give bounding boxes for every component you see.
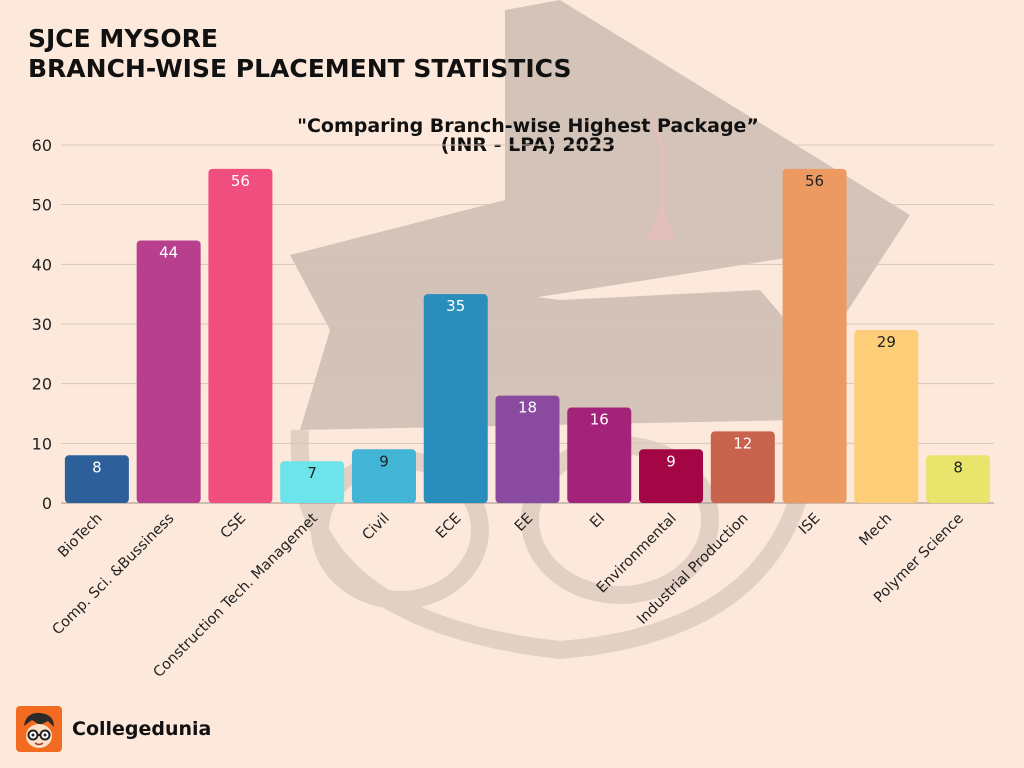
x-tick-label: EI [587, 511, 608, 532]
bar [782, 168, 847, 503]
brand-footer: Collegedunia [16, 705, 211, 753]
y-tick-label: 40 [32, 255, 52, 274]
bar-value-label: 9 [379, 452, 389, 470]
bar [926, 455, 991, 503]
bar [495, 395, 560, 503]
bar [351, 449, 416, 503]
bar-value-label: 29 [877, 333, 896, 351]
x-tick-label: Construction Tech. Managemet [151, 510, 322, 681]
page-title: SJCE MYSORE BRANCH-WISE PLACEMENT STATIS… [28, 24, 571, 84]
x-tick-label: EE [512, 511, 536, 535]
bar-value-label: 16 [590, 411, 609, 429]
page-title-line1: SJCE MYSORE [28, 24, 219, 53]
bar [567, 407, 632, 503]
bar-value-label: 9 [666, 452, 676, 470]
bar [854, 329, 919, 503]
x-tick-label: BioTech [55, 511, 105, 561]
bar-value-label: 35 [446, 297, 465, 315]
y-tick-label: 0 [42, 494, 52, 513]
bar-value-label: 18 [518, 399, 537, 417]
y-tick-label: 50 [32, 196, 52, 215]
bar-value-label: 44 [159, 243, 178, 261]
chart-title-line1: "Comparing Branch-wise Highest Package” [297, 115, 759, 137]
bar-value-label: 7 [307, 464, 317, 482]
bar-value-label: 56 [231, 172, 250, 190]
y-tick-label: 30 [32, 315, 52, 334]
y-tick-label: 10 [32, 434, 52, 453]
y-tick-label: 20 [32, 375, 52, 394]
x-tick-label: ISE [796, 511, 823, 538]
bar [64, 455, 129, 503]
mascot-face-outline [290, 429, 819, 660]
brand-name: Collegedunia [72, 718, 212, 740]
bar-value-label: 56 [805, 172, 824, 190]
bar-value-label: 12 [733, 434, 752, 452]
graduation-cap-shape [290, 0, 910, 330]
collegedunia-logo-icon [16, 706, 62, 752]
bar [423, 294, 488, 503]
bar-value-label: 8 [92, 458, 102, 476]
bar [639, 449, 704, 503]
x-tick-label: Mech [857, 511, 896, 550]
bar-chart: "Comparing Branch-wise Highest Package” … [32, 115, 994, 681]
y-tick-label: 60 [32, 136, 52, 155]
page-title-line2: BRANCH-WISE PLACEMENT STATISTICS [28, 54, 572, 83]
bar [208, 168, 273, 503]
bars-group: 8 44 56 7 9 35 18 16 9 12 56 29 8 [64, 168, 991, 503]
bar [280, 461, 345, 503]
x-tick-label: Civil [360, 511, 393, 544]
x-tick-label: ECE [433, 511, 464, 542]
bar [710, 431, 775, 503]
bar [136, 240, 201, 503]
bar-value-label: 8 [953, 458, 963, 476]
y-axis: 0 10 20 30 40 50 60 [32, 136, 52, 513]
x-tick-label: Comp. Sci. &Bussiness [50, 511, 178, 639]
x-tick-label: CSE [218, 511, 249, 542]
